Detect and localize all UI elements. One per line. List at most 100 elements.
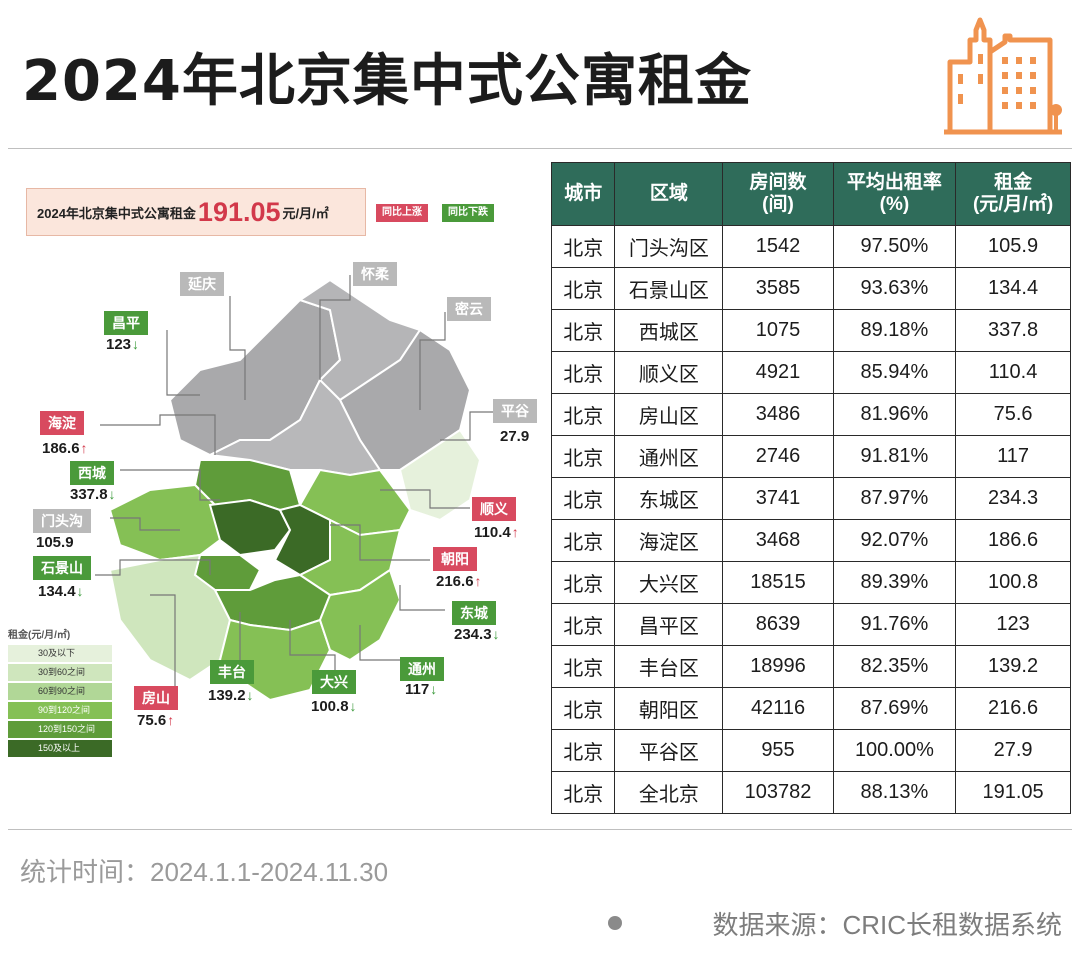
table-row: 北京 石景山区 3585 93.63% 134.4 <box>550 267 1071 310</box>
footer-source: 数据来源：CRIC长租数据系统 <box>712 910 1062 940</box>
district-label-pinggu: 平谷 <box>493 399 537 423</box>
cell-city: 北京 <box>550 435 616 478</box>
cell-rent: 186.6 <box>955 519 1071 562</box>
cell-rooms: 1075 <box>722 309 834 352</box>
leader-lines <box>95 275 493 688</box>
cell-city: 北京 <box>550 351 616 394</box>
cell-city: 北京 <box>550 771 616 814</box>
cell-rent: 27.9 <box>955 729 1071 772</box>
cell-district: 房山区 <box>614 393 724 436</box>
building-icon <box>944 17 1062 135</box>
district-label-dongcheng: 东城 <box>452 601 496 625</box>
cell-occupancy: 91.81% <box>832 435 957 478</box>
legend-item: 90到120之间 <box>8 702 112 719</box>
cell-occupancy: 89.39% <box>832 561 957 604</box>
cell-city: 北京 <box>550 729 616 772</box>
cell-rooms: 42116 <box>722 687 834 730</box>
district-pinggu <box>398 428 482 522</box>
cell-city: 北京 <box>550 393 616 436</box>
cell-rent: 117 <box>955 435 1071 478</box>
district-tongzhou <box>318 568 402 662</box>
cell-rooms: 103782 <box>722 771 834 814</box>
cell-rooms: 3741 <box>722 477 834 520</box>
cell-rooms: 3468 <box>722 519 834 562</box>
cell-occupancy: 89.18% <box>832 309 957 352</box>
cell-rent: 191.05 <box>955 771 1071 814</box>
district-label-daxing: 大兴 <box>312 670 356 694</box>
district-value-fangshan: 75.6↑ <box>137 712 175 729</box>
cell-occupancy: 85.94% <box>832 351 957 394</box>
cell-district: 海淀区 <box>614 519 724 562</box>
cell-district: 西城区 <box>614 309 724 352</box>
map-svg <box>95 275 493 702</box>
cell-rent: 234.3 <box>955 477 1071 520</box>
summary-value: 191.05 <box>197 196 281 227</box>
map-legend: 租金(元/月/㎡) 30及以下 30到60之间 60到90之间 90到120之间… <box>8 626 112 759</box>
table-row: 北京 平谷区 955 100.00% 27.9 <box>550 729 1071 772</box>
district-value-mentougou: 105.9 <box>36 534 74 551</box>
column-header-district: 区域 <box>614 162 724 226</box>
cell-rent: 337.8 <box>955 309 1071 352</box>
district-label-yanqing: 延庆 <box>180 272 224 296</box>
column-header-rooms: 房间数 (间) <box>722 162 834 226</box>
table-row: 北京 通州区 2746 91.81% 117 <box>550 435 1071 478</box>
district-xicheng <box>208 498 292 557</box>
legend-item: 120到150之间 <box>8 721 112 738</box>
cell-rent: 75.6 <box>955 393 1071 436</box>
cell-district: 全北京 <box>614 771 724 814</box>
district-label-chaoyang: 朝阳 <box>433 547 477 571</box>
cell-rent: 216.6 <box>955 687 1071 730</box>
district-value-haidian: 186.6↑ <box>42 440 88 457</box>
table-row: 北京 顺义区 4921 85.94% 110.4 <box>550 351 1071 394</box>
bottom-divider <box>8 829 1072 830</box>
district-value-dongcheng: 234.3↓ <box>454 626 500 643</box>
top-divider <box>8 148 1072 149</box>
cell-district: 大兴区 <box>614 561 724 604</box>
cell-city: 北京 <box>550 309 616 352</box>
cell-rooms: 4921 <box>722 351 834 394</box>
cell-rent: 100.8 <box>955 561 1071 604</box>
bullet-dot-icon <box>608 916 622 930</box>
cell-occupancy: 97.50% <box>832 225 957 268</box>
cell-occupancy: 87.69% <box>832 687 957 730</box>
rent-table: 城市 区域 房间数 (间) 平均出租率 (%) 租金 (元/月/㎡) 北京 门头沟区 15… <box>550 162 1071 814</box>
beijing-district-map <box>0 240 550 800</box>
district-value-daxing: 100.8↓ <box>311 698 357 715</box>
district-label-huairou: 怀柔 <box>353 262 397 286</box>
district-label-miyun: 密云 <box>447 297 491 321</box>
cell-rent: 139.2 <box>955 645 1071 688</box>
district-value-xicheng: 337.8↓ <box>70 486 116 503</box>
district-label-tongzhou: 通州 <box>400 657 444 681</box>
cell-district: 朝阳区 <box>614 687 724 730</box>
cell-rent: 110.4 <box>955 351 1071 394</box>
column-header-city: 城市 <box>550 162 616 226</box>
cell-rent: 134.4 <box>955 267 1071 310</box>
column-header-occupancy: 平均出租率 (%) <box>832 162 957 226</box>
cell-district: 东城区 <box>614 477 724 520</box>
cell-rooms: 3486 <box>722 393 834 436</box>
cell-rent: 105.9 <box>955 225 1071 268</box>
district-value-shijingshan: 134.4↓ <box>38 583 84 600</box>
cell-district: 顺义区 <box>614 351 724 394</box>
table-body: 北京 门头沟区 1542 97.50% 105.9 北京 石景山区 3585 93.63% 134… <box>550 225 1071 814</box>
district-value-changping: 123↓ <box>106 336 140 353</box>
cell-city: 北京 <box>550 267 616 310</box>
summary-label: 2024年北京集中式公寓租金 <box>37 205 196 221</box>
summary-unit: 元/月/㎡ <box>282 205 329 221</box>
cell-occupancy: 82.35% <box>832 645 957 688</box>
table-row: 北京 门头沟区 1542 97.50% 105.9 <box>550 225 1071 268</box>
cell-rooms: 3585 <box>722 267 834 310</box>
cell-city: 北京 <box>550 687 616 730</box>
cell-rooms: 2746 <box>722 435 834 478</box>
cell-rooms: 8639 <box>722 603 834 646</box>
table-row: 北京 朝阳区 42116 87.69% 216.6 <box>550 687 1071 730</box>
cell-occupancy: 88.13% <box>832 771 957 814</box>
page-title: 2024年北京集中式公寓租金 <box>22 49 752 114</box>
cell-district: 石景山区 <box>614 267 724 310</box>
legend-item: 60到90之间 <box>8 683 112 700</box>
cell-city: 北京 <box>550 477 616 520</box>
legend-item: 30到60之间 <box>8 664 112 681</box>
table-row: 北京 海淀区 3468 92.07% 186.6 <box>550 519 1071 562</box>
legend-chip-up: 同比上涨 <box>376 204 428 222</box>
table-row: 北京 丰台区 18996 82.35% 139.2 <box>550 645 1071 688</box>
